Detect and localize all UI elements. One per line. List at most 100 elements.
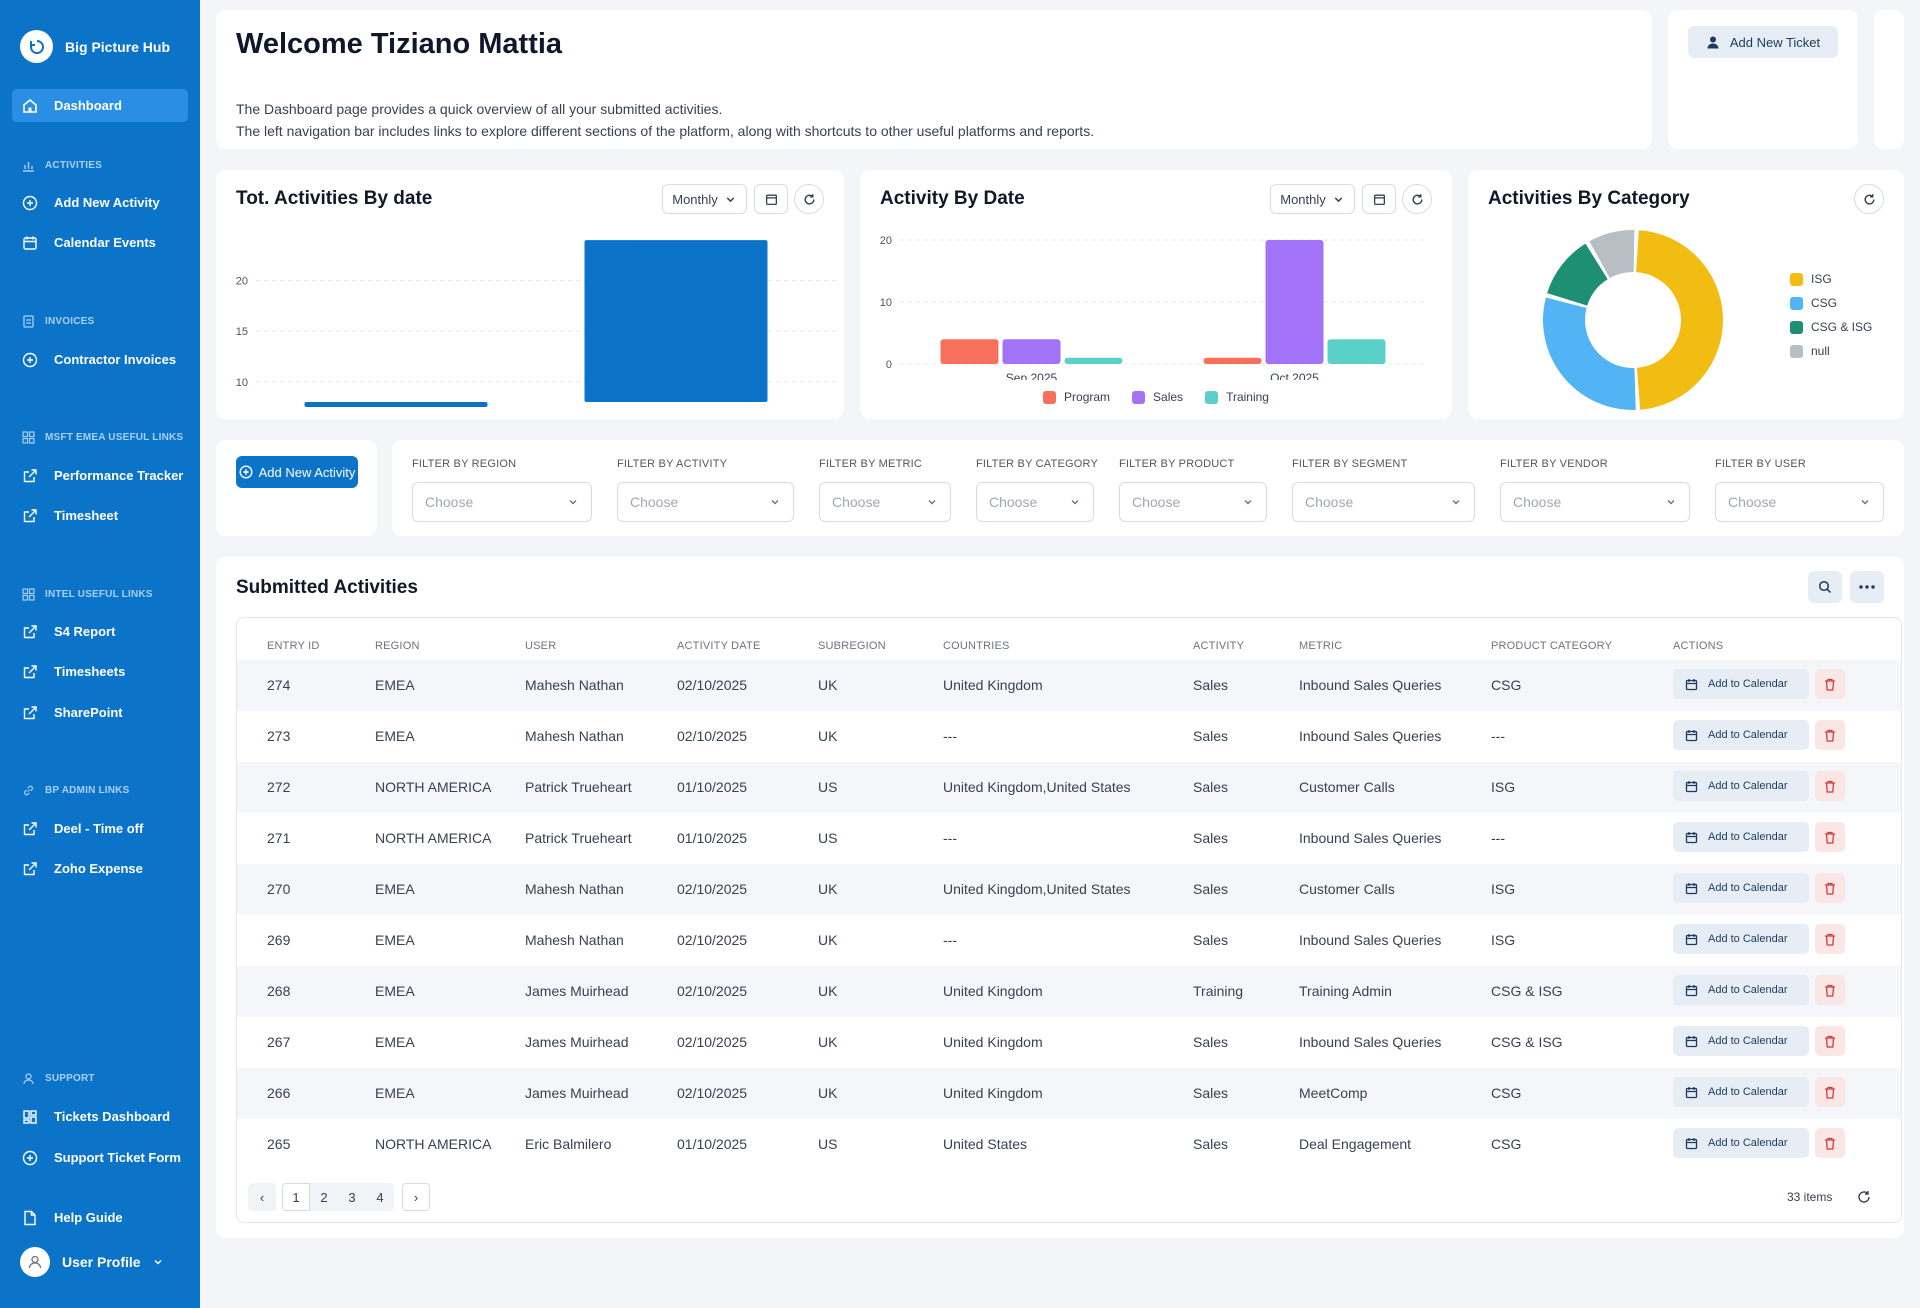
legend-item-training[interactable]: Training bbox=[1205, 390, 1269, 404]
refresh-button[interactable] bbox=[1402, 184, 1432, 214]
table-row[interactable]: 266 EMEA James Muirhead 02/10/2025 UK United … bbox=[237, 1068, 1901, 1119]
pagination-prev-button[interactable]: ‹ bbox=[248, 1183, 276, 1211]
refresh-icon[interactable] bbox=[1857, 1190, 1871, 1204]
column-header-activity-date[interactable]: ACTIVITY DATE bbox=[677, 640, 761, 652]
add-to-calendar-button[interactable]: Add to Calendar bbox=[1673, 669, 1809, 699]
add-to-calendar-button[interactable]: Add to Calendar bbox=[1673, 720, 1809, 750]
bar-training[interactable] bbox=[1327, 339, 1386, 364]
filter-category-select[interactable]: Choose bbox=[976, 482, 1094, 522]
pie-slice-csg-isg[interactable] bbox=[1547, 243, 1608, 306]
bar[interactable] bbox=[584, 240, 768, 402]
table-more-button[interactable] bbox=[1850, 571, 1884, 603]
filter-user-select[interactable]: Choose bbox=[1715, 482, 1884, 522]
delete-button[interactable] bbox=[1815, 771, 1845, 801]
delete-button[interactable] bbox=[1815, 1026, 1845, 1056]
sidebar-item-deel[interactable]: Deel - Time off bbox=[12, 812, 188, 845]
pie-slice-null[interactable] bbox=[1589, 230, 1635, 279]
sidebar-item-zoho[interactable]: Zoho Expense bbox=[12, 852, 188, 885]
date-range-button[interactable] bbox=[1362, 184, 1396, 214]
user-profile-menu[interactable]: User Profile bbox=[20, 1247, 163, 1277]
column-header-metric[interactable]: METRIC bbox=[1299, 640, 1343, 652]
add-ticket-button[interactable]: Add New Ticket bbox=[1688, 26, 1838, 58]
delete-button[interactable] bbox=[1815, 1077, 1845, 1107]
table-row[interactable]: 271 NORTH AMERICA Patrick Trueheart 01/10/2… bbox=[237, 813, 1901, 864]
column-header-activity[interactable]: ACTIVITY bbox=[1193, 640, 1245, 652]
bar-sales[interactable] bbox=[1265, 240, 1324, 364]
column-header-entry-id[interactable]: ENTRY ID bbox=[267, 640, 320, 652]
add-to-calendar-button[interactable]: Add to Calendar bbox=[1673, 1077, 1809, 1107]
table-row[interactable]: 267 EMEA James Muirhead 02/10/2025 UK United … bbox=[237, 1017, 1901, 1068]
delete-button[interactable] bbox=[1815, 1128, 1845, 1158]
add-to-calendar-button[interactable]: Add to Calendar bbox=[1673, 822, 1809, 852]
column-header-countries[interactable]: COUNTRIES bbox=[943, 640, 1010, 652]
delete-button[interactable] bbox=[1815, 822, 1845, 852]
bar-program[interactable] bbox=[1203, 357, 1262, 364]
table-row[interactable]: 273 EMEA Mahesh Nathan 02/10/2025 UK --- Sales… bbox=[237, 711, 1901, 762]
table-row[interactable]: 270 EMEA Mahesh Nathan 02/10/2025 UK United K… bbox=[237, 864, 1901, 915]
legend-item-program[interactable]: Program bbox=[1043, 390, 1110, 404]
pagination-page-2[interactable]: 2 bbox=[310, 1183, 338, 1211]
sidebar-item-support-ticket-form[interactable]: Support Ticket Form bbox=[12, 1141, 188, 1174]
bar-program[interactable] bbox=[940, 339, 999, 364]
table-row[interactable]: 265 NORTH AMERICA Eric Balmilero 01/10/2025… bbox=[237, 1119, 1901, 1170]
bar-training[interactable] bbox=[1064, 357, 1123, 364]
pie-slice-csg[interactable] bbox=[1543, 297, 1636, 410]
table-row[interactable]: 268 EMEA James Muirhead 02/10/2025 UK United … bbox=[237, 966, 1901, 1017]
sidebar-item-calendar-events[interactable]: Calendar Events bbox=[12, 226, 188, 259]
delete-button[interactable] bbox=[1815, 720, 1845, 750]
bar[interactable] bbox=[304, 402, 488, 407]
refresh-button[interactable] bbox=[1854, 184, 1884, 214]
filter-vendor-select[interactable]: Choose bbox=[1500, 482, 1690, 522]
sidebar-item-s4-report[interactable]: S4 Report bbox=[12, 615, 188, 648]
pagination-page-4[interactable]: 4 bbox=[366, 1183, 394, 1211]
sidebar-item-add-activity[interactable]: Add New Activity bbox=[12, 186, 188, 219]
pagination-page-1[interactable]: 1 bbox=[282, 1183, 310, 1211]
filter-activity-select[interactable]: Choose bbox=[617, 482, 794, 522]
filter-segment-select[interactable]: Choose bbox=[1292, 482, 1475, 522]
sidebar-item-contractor-invoices[interactable]: Contractor Invoices bbox=[12, 343, 188, 376]
sidebar-item-timesheets[interactable]: Timesheets bbox=[12, 655, 188, 688]
add-to-calendar-button[interactable]: Add to Calendar bbox=[1673, 975, 1809, 1005]
column-header-user[interactable]: USER bbox=[525, 640, 557, 652]
sidebar-item-tickets-dashboard[interactable]: Tickets Dashboard bbox=[12, 1100, 188, 1133]
legend-item-null[interactable]: null bbox=[1790, 344, 1872, 358]
sidebar-item-timesheet[interactable]: Timesheet bbox=[12, 499, 188, 532]
period-select[interactable]: Monthly bbox=[1270, 184, 1355, 214]
legend-item-sales[interactable]: Sales bbox=[1132, 390, 1183, 404]
table-row[interactable]: 269 EMEA Mahesh Nathan 02/10/2025 UK --- Sales… bbox=[237, 915, 1901, 966]
table-row[interactable]: 272 NORTH AMERICA Patrick Trueheart 01/10/2… bbox=[237, 762, 1901, 813]
table-search-button[interactable] bbox=[1808, 571, 1842, 603]
brand[interactable]: Big Picture Hub bbox=[20, 30, 170, 63]
pagination-next-button[interactable]: › bbox=[402, 1183, 430, 1211]
add-to-calendar-button[interactable]: Add to Calendar bbox=[1673, 771, 1809, 801]
pie-slice-isg[interactable] bbox=[1636, 230, 1723, 410]
delete-button[interactable] bbox=[1815, 924, 1845, 954]
column-header-product-category[interactable]: PRODUCT CATEGORY bbox=[1491, 640, 1613, 652]
bar-sales[interactable] bbox=[1002, 339, 1061, 364]
legend-item-csg[interactable]: CSG bbox=[1790, 296, 1872, 310]
column-header-region[interactable]: REGION bbox=[375, 640, 420, 652]
delete-button[interactable] bbox=[1815, 975, 1845, 1005]
sidebar-item-help-guide[interactable]: Help Guide bbox=[12, 1201, 188, 1234]
add-to-calendar-button[interactable]: Add to Calendar bbox=[1673, 924, 1809, 954]
delete-button[interactable] bbox=[1815, 873, 1845, 903]
table-row[interactable]: 274 EMEA Mahesh Nathan 02/10/2025 UK United K… bbox=[237, 660, 1901, 711]
filter-metric-select[interactable]: Choose bbox=[819, 482, 951, 522]
legend-item-isg[interactable]: ISG bbox=[1790, 272, 1872, 286]
refresh-button[interactable] bbox=[794, 184, 824, 214]
filter-region-select[interactable]: Choose bbox=[412, 482, 592, 522]
sidebar-item-sharepoint[interactable]: SharePoint bbox=[12, 696, 188, 729]
add-to-calendar-button[interactable]: Add to Calendar bbox=[1673, 873, 1809, 903]
add-to-calendar-button[interactable]: Add to Calendar bbox=[1673, 1128, 1809, 1158]
sidebar-item-dashboard[interactable]: Dashboard bbox=[12, 89, 188, 122]
sidebar-item-performance-tracker[interactable]: Performance Tracker bbox=[12, 459, 188, 492]
add-to-calendar-button[interactable]: Add to Calendar bbox=[1673, 1026, 1809, 1056]
legend-item-csg-isg[interactable]: CSG & ISG bbox=[1790, 320, 1872, 334]
filter-product-select[interactable]: Choose bbox=[1119, 482, 1267, 522]
add-new-activity-button[interactable]: Add New Activity bbox=[236, 456, 358, 488]
pagination-page-3[interactable]: 3 bbox=[338, 1183, 366, 1211]
period-select[interactable]: Monthly bbox=[662, 184, 747, 214]
date-range-button[interactable] bbox=[754, 184, 788, 214]
column-header-subregion[interactable]: SUBREGION bbox=[818, 640, 886, 652]
delete-button[interactable] bbox=[1815, 669, 1845, 699]
